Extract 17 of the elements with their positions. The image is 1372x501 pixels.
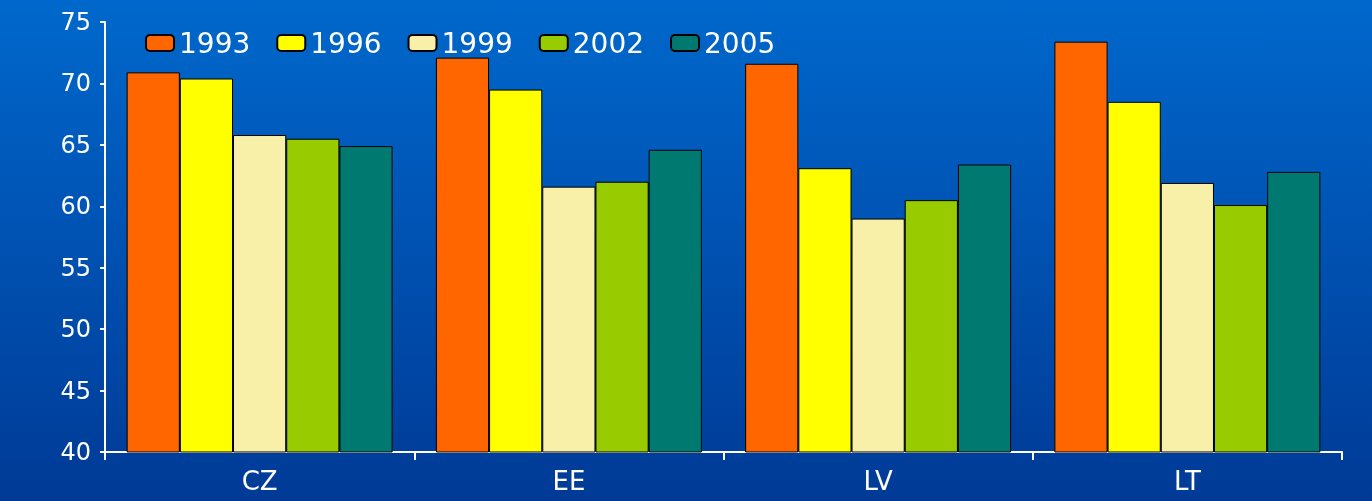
y-tick-label: 40: [60, 438, 91, 466]
y-tick-label: 45: [60, 376, 91, 405]
legend-label: 2002: [572, 26, 645, 60]
y-tick-label: 55: [60, 253, 91, 282]
legend-label: 2005: [704, 26, 776, 60]
y-tick-label: 50: [60, 315, 91, 344]
legend-label: 1996: [310, 26, 382, 60]
y-tick-label: 65: [60, 130, 91, 159]
x-tick-label: EE: [552, 466, 586, 496]
legend-label: 1993: [179, 26, 251, 60]
x-tick-label: CZ: [241, 466, 278, 496]
x-tick-label: LV: [863, 466, 894, 496]
y-tick-label: 70: [60, 69, 91, 98]
y-tick-label: 60: [60, 192, 91, 221]
y-tick-label: 75: [60, 8, 91, 36]
legend-label: 1999: [441, 26, 513, 60]
x-tick-label: LT: [1173, 466, 1201, 496]
